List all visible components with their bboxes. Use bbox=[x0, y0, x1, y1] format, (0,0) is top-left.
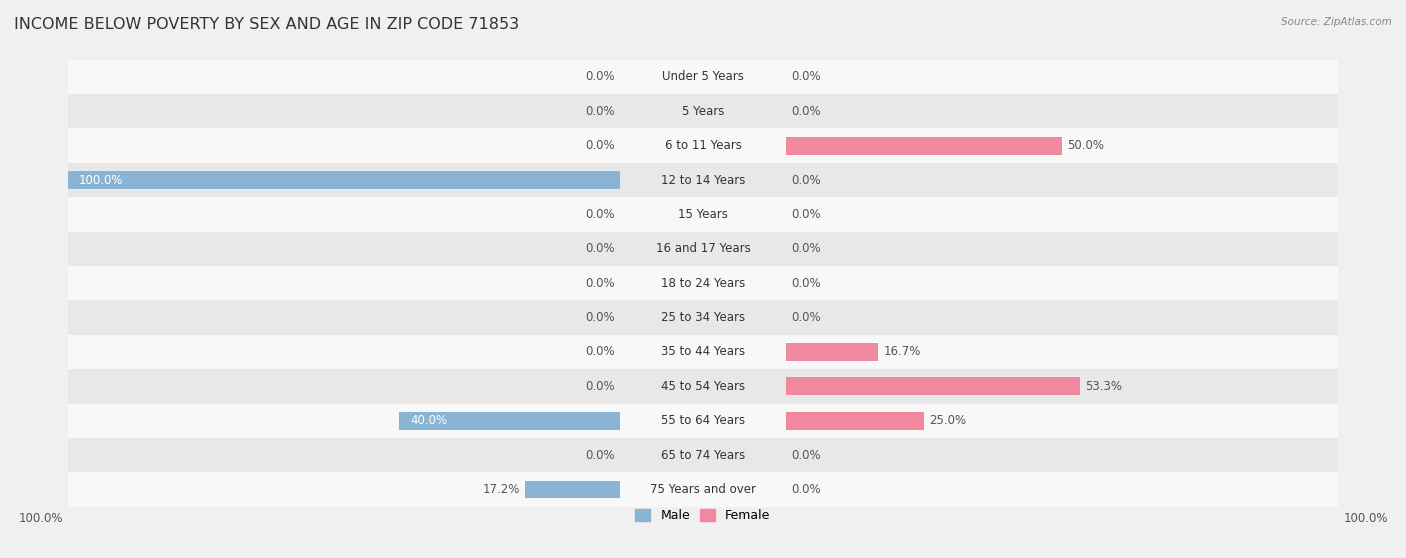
Text: Under 5 Years: Under 5 Years bbox=[662, 70, 744, 83]
Text: 65 to 74 Years: 65 to 74 Years bbox=[661, 449, 745, 461]
Bar bbox=[786, 137, 1062, 155]
Text: 55 to 64 Years: 55 to 64 Years bbox=[661, 414, 745, 427]
Bar bbox=[399, 412, 620, 430]
Text: 16.7%: 16.7% bbox=[883, 345, 921, 358]
Bar bbox=[786, 343, 877, 361]
Bar bbox=[67, 163, 1339, 197]
Text: 40.0%: 40.0% bbox=[411, 414, 447, 427]
Bar bbox=[67, 197, 1339, 232]
Bar bbox=[67, 171, 620, 189]
Bar bbox=[786, 412, 924, 430]
Text: 0.0%: 0.0% bbox=[585, 70, 614, 83]
Bar bbox=[67, 438, 1339, 472]
Text: 35 to 44 Years: 35 to 44 Years bbox=[661, 345, 745, 358]
Bar bbox=[67, 266, 1339, 300]
Bar bbox=[786, 377, 1080, 395]
Text: 0.0%: 0.0% bbox=[792, 483, 821, 496]
Bar bbox=[67, 403, 1339, 438]
Text: 5 Years: 5 Years bbox=[682, 105, 724, 118]
Text: Source: ZipAtlas.com: Source: ZipAtlas.com bbox=[1281, 17, 1392, 27]
Legend: Male, Female: Male, Female bbox=[630, 504, 776, 527]
Text: 6 to 11 Years: 6 to 11 Years bbox=[665, 139, 741, 152]
Bar bbox=[67, 60, 1339, 94]
Text: 18 to 24 Years: 18 to 24 Years bbox=[661, 277, 745, 290]
Text: 0.0%: 0.0% bbox=[792, 311, 821, 324]
Text: 0.0%: 0.0% bbox=[792, 449, 821, 461]
Bar bbox=[526, 480, 620, 498]
Bar bbox=[67, 232, 1339, 266]
Text: 0.0%: 0.0% bbox=[792, 277, 821, 290]
Bar bbox=[67, 128, 1339, 163]
Text: 0.0%: 0.0% bbox=[585, 345, 614, 358]
Text: 17.2%: 17.2% bbox=[482, 483, 520, 496]
Text: 15 Years: 15 Years bbox=[678, 208, 728, 221]
Text: INCOME BELOW POVERTY BY SEX AND AGE IN ZIP CODE 71853: INCOME BELOW POVERTY BY SEX AND AGE IN Z… bbox=[14, 17, 519, 32]
Text: 0.0%: 0.0% bbox=[585, 449, 614, 461]
Text: 0.0%: 0.0% bbox=[585, 311, 614, 324]
Bar bbox=[67, 369, 1339, 403]
Bar bbox=[67, 472, 1339, 507]
Text: 0.0%: 0.0% bbox=[585, 277, 614, 290]
Text: 0.0%: 0.0% bbox=[585, 105, 614, 118]
Text: 0.0%: 0.0% bbox=[792, 70, 821, 83]
Bar bbox=[67, 94, 1339, 128]
Text: 100.0%: 100.0% bbox=[79, 174, 124, 186]
Text: 0.0%: 0.0% bbox=[792, 242, 821, 256]
Text: 50.0%: 50.0% bbox=[1067, 139, 1104, 152]
Text: 0.0%: 0.0% bbox=[585, 380, 614, 393]
Text: 0.0%: 0.0% bbox=[792, 105, 821, 118]
Text: 0.0%: 0.0% bbox=[585, 139, 614, 152]
Text: 25.0%: 25.0% bbox=[929, 414, 966, 427]
Text: 0.0%: 0.0% bbox=[585, 242, 614, 256]
Bar bbox=[67, 335, 1339, 369]
Text: 0.0%: 0.0% bbox=[585, 208, 614, 221]
Text: 45 to 54 Years: 45 to 54 Years bbox=[661, 380, 745, 393]
Text: 12 to 14 Years: 12 to 14 Years bbox=[661, 174, 745, 186]
Text: 53.3%: 53.3% bbox=[1085, 380, 1122, 393]
Text: 25 to 34 Years: 25 to 34 Years bbox=[661, 311, 745, 324]
Text: 16 and 17 Years: 16 and 17 Years bbox=[655, 242, 751, 256]
Text: 75 Years and over: 75 Years and over bbox=[650, 483, 756, 496]
Text: 0.0%: 0.0% bbox=[792, 174, 821, 186]
Bar bbox=[67, 300, 1339, 335]
Text: 0.0%: 0.0% bbox=[792, 208, 821, 221]
